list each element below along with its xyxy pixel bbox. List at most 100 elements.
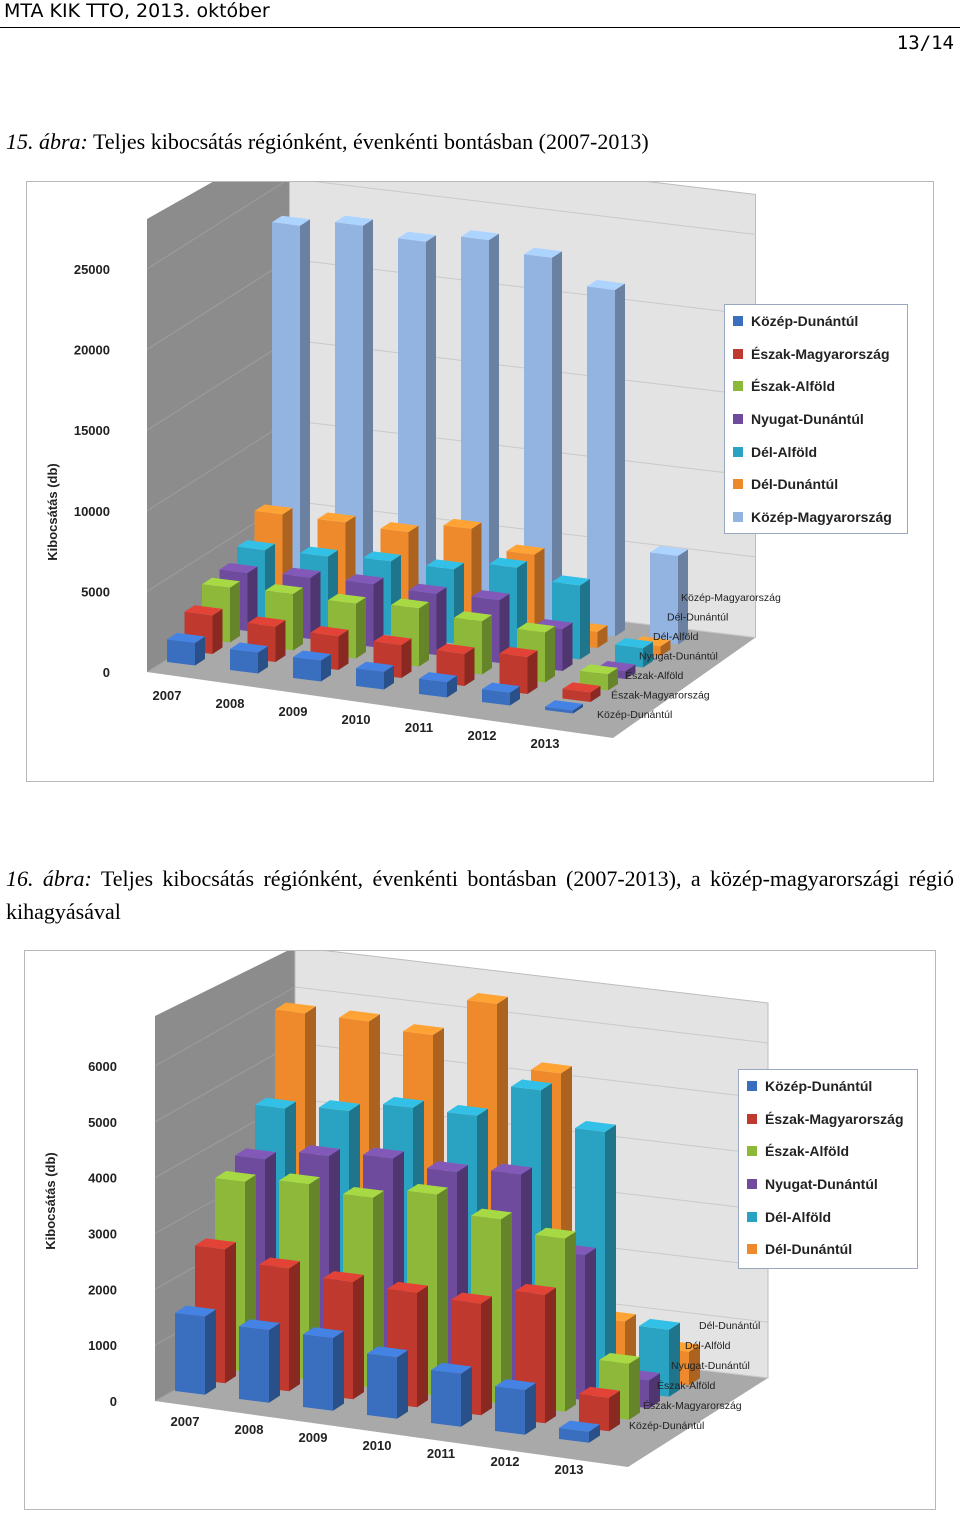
y-tick-label: 0 <box>103 665 110 680</box>
depth-tick-label: Észak-Magyarország <box>611 689 710 702</box>
bar-kozep-magyarorszag-2013 <box>650 545 688 645</box>
bar-eszak-magyarorszag-2011 <box>436 643 475 687</box>
figure-16-caption: 16. ábra: Teljes kibocsátás régiónként, … <box>6 862 954 928</box>
legend-item-del-alfold: Dél-Alföld <box>739 1200 917 1233</box>
gridline-left <box>154 986 296 1067</box>
legend-label: Észak-Alföld <box>751 378 836 395</box>
y-tick-label: 25000 <box>74 262 110 277</box>
x-tick-label: 2013 <box>531 736 560 751</box>
chart-16-legend: Közép-Dunántúl Észak-Magyarország Észak-Al… <box>738 1069 918 1269</box>
depth-tick-label: Dél-Alföld <box>653 631 699 643</box>
legend-label: Nyugat-Dunántúl <box>751 411 864 428</box>
bar-kozep-magyarorszag-2009 <box>398 231 436 613</box>
figure-15-keyword: ábra: <box>39 129 88 154</box>
gridline <box>314 182 756 235</box>
y-tick-label: 10000 <box>74 504 110 519</box>
bar-kozep-magyarorszag-2011 <box>524 247 562 629</box>
figure-16-keyword: ábra: <box>42 866 92 891</box>
bar-kozep-dunantul-2011 <box>419 672 457 698</box>
bar-kozep-dunantul-2011 <box>431 1362 472 1427</box>
depth-tick-label: Nyugat-Dunántúl <box>639 651 718 663</box>
bar-kozep-dunantul-2013 <box>545 700 583 714</box>
gridline-left <box>146 182 285 270</box>
legend-item-eszak-alfold: Észak-Alföld <box>725 370 907 403</box>
x-tick-label: 2009 <box>299 1430 328 1445</box>
legend-item-del-dunantul: Dél-Dunántúl <box>739 1233 917 1266</box>
chart-16-frame: 0 1000 2000 3000 4000 5000 6000 Kibocsátás (db)… <box>24 950 936 1510</box>
legend-swatch <box>733 316 743 327</box>
x-tick-label: 2008 <box>235 1422 264 1437</box>
y-axis-label: Kibocsátás (db) <box>45 463 60 561</box>
x-tick-label: 2009 <box>279 704 308 719</box>
x-tick-label: 2007 <box>153 688 182 703</box>
legend-item-del-dunantul: Dél-Dunántúl <box>725 468 907 501</box>
legend-label: Észak-Magyarország <box>765 1110 904 1127</box>
y-tick-label: 15000 <box>74 423 110 438</box>
x-tick-label: 2012 <box>468 728 497 743</box>
y-tick-label: 4000 <box>88 1171 117 1186</box>
depth-tick-label: Dél-Alföld <box>685 1340 731 1352</box>
legend-label: Dél-Alföld <box>751 443 818 460</box>
bar-kozep-dunantul-2007 <box>175 1305 216 1395</box>
y-tick-label: 3000 <box>88 1227 117 1242</box>
bar-eszak-magyarorszag-2012 <box>499 646 538 695</box>
bar-kozep-dunantul-2007 <box>167 632 205 666</box>
legend-swatch <box>747 1113 757 1124</box>
gridline-left <box>146 258 290 351</box>
bar-eszak-magyarorszag-2013 <box>562 682 601 703</box>
header-title: MTA KIK TTO, 2013. október <box>4 0 270 22</box>
figure-15-number: 15. <box>6 129 34 154</box>
legend-label: Észak-Alföld <box>765 1143 850 1160</box>
x-tick-label: 2012 <box>491 1454 520 1469</box>
y-tick-label: 5000 <box>88 1115 117 1130</box>
legend-swatch <box>733 446 743 457</box>
bar-kozep-dunantul-2008 <box>239 1319 280 1403</box>
x-tick-label: 2010 <box>363 1438 392 1453</box>
x-tick-label: 2010 <box>342 712 371 727</box>
x-tick-label: 2013 <box>555 1462 584 1477</box>
chart-15-frame: 0 5000 10000 15000 20000 25000 Kibocsátás (db)… <box>26 181 934 782</box>
depth-tick-label: Észak-Alföld <box>625 669 684 682</box>
bar-eszak-magyarorszag-2013 <box>579 1386 620 1432</box>
legend-swatch <box>733 348 743 359</box>
legend-swatch <box>747 1179 757 1190</box>
depth-tick-label: Dél-Dunántúl <box>699 1320 760 1332</box>
y-tick-label: 1000 <box>88 1338 117 1353</box>
gridline-left <box>146 339 290 431</box>
depth-tick-label: Észak-Magyarország <box>643 1399 742 1412</box>
bar-del-alfold-2013 <box>615 638 653 668</box>
bar-kozep-magyarorszag-2007 <box>272 215 310 597</box>
bar-kozep-dunantul-2008 <box>230 642 268 674</box>
y-tick-label: 5000 <box>81 584 110 599</box>
chart-15-svg: 0 5000 10000 15000 20000 25000 Kibocsátás (db)… <box>45 182 781 751</box>
legend-item-kozep-dunantul: Közép-Dunántúl <box>739 1070 917 1103</box>
figure-15-title: Teljes kibocsátás régiónként, évenkénti … <box>93 129 649 154</box>
legend-label: Közép-Dunántúl <box>751 313 859 330</box>
legend-label: Dél-Dunántúl <box>751 476 839 493</box>
bar-eszak-alfold-2010 <box>391 598 429 667</box>
bar-kozep-dunantul-2013 <box>559 1420 600 1443</box>
page-number: 13/14 <box>896 32 954 54</box>
legend-item-nyugat-dunantul: Nyugat-Dunántúl <box>739 1168 917 1201</box>
depth-tick-label: Észak-Alföld <box>657 1379 716 1392</box>
chart-16-svg: 0 1000 2000 3000 4000 5000 6000 Kibocsátás (db)… <box>43 951 769 1477</box>
x-tick-label: 2011 <box>405 720 433 735</box>
legend-item-del-alfold: Dél-Alföld <box>725 435 907 468</box>
depth-tick-label: Közép-Magyarország <box>681 592 781 604</box>
legend-swatch <box>733 511 743 522</box>
x-tick-label: 2007 <box>171 1414 200 1429</box>
legend-label: Közép-Dunántúl <box>765 1078 873 1095</box>
depth-tick-label: Közép-Dunántúl <box>597 709 672 721</box>
legend-item-eszak-magyarorszag: Észak-Magyarország <box>739 1103 917 1136</box>
legend-swatch <box>733 381 743 392</box>
x-tick-label: 2008 <box>216 696 245 711</box>
legend-label: Nyugat-Dunántúl <box>765 1176 878 1193</box>
bar-kozep-dunantul-2010 <box>356 661 394 690</box>
bar-kozep-dunantul-2010 <box>367 1346 408 1419</box>
gridline <box>294 986 769 1044</box>
legend-label: Dél-Alföld <box>765 1208 832 1225</box>
legend-swatch <box>733 479 743 490</box>
y-tick-label: 20000 <box>74 343 110 358</box>
y-tick-label: 2000 <box>88 1282 117 1297</box>
y-axis-label: Kibocsátás (db) <box>43 1152 58 1250</box>
